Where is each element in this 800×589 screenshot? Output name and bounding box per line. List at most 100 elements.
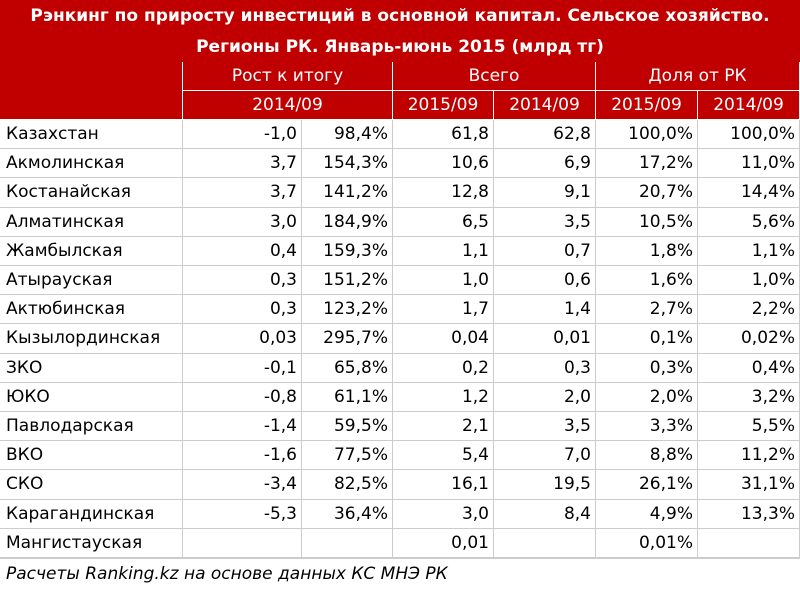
value-cell: 2,2% xyxy=(698,295,800,325)
value-cell xyxy=(698,528,800,558)
region-name: Акмолинская xyxy=(0,149,183,179)
value-cell: 2,0% xyxy=(596,382,698,412)
value-cell: 0,01% xyxy=(596,528,698,558)
group-header: Доля от РК xyxy=(596,62,800,91)
value-cell: 61,8 xyxy=(393,120,494,150)
value-cell: 100,0% xyxy=(698,120,800,150)
period-header: 2014/09 xyxy=(494,91,596,120)
value-cell: 11,0% xyxy=(698,149,800,179)
value-cell: 295,7% xyxy=(302,324,393,354)
value-cell: 1,7 xyxy=(393,295,494,325)
value-cell: 17,2% xyxy=(596,149,698,179)
value-cell: 3,2% xyxy=(698,382,800,412)
value-cell: 1,8% xyxy=(596,236,698,266)
value-cell: 5,6% xyxy=(698,207,800,237)
region-name: СКО xyxy=(0,470,183,500)
title-line: Регионы РК. Январь-июнь 2015 (млрд тг) xyxy=(0,31,800,62)
value-cell: 0,01 xyxy=(393,528,494,558)
region-name: Алматинская xyxy=(0,207,183,237)
value-cell: 3,7 xyxy=(183,178,302,208)
value-cell: 1,6% xyxy=(596,266,698,296)
value-cell: 154,3% xyxy=(302,149,393,179)
region-name: Актюбинская xyxy=(0,295,183,325)
value-cell: 20,7% xyxy=(596,178,698,208)
value-cell: 19,5 xyxy=(494,470,596,500)
value-cell: 65,8% xyxy=(302,353,393,383)
value-cell: 10,5% xyxy=(596,207,698,237)
value-cell: 12,8 xyxy=(393,178,494,208)
value-cell: -1,0 xyxy=(183,120,302,150)
value-cell: 5,5% xyxy=(698,412,800,442)
region-name: Атырауская xyxy=(0,266,183,296)
value-cell: 159,3% xyxy=(302,236,393,266)
value-cell: 3,7 xyxy=(183,149,302,179)
value-cell: 7,0 xyxy=(494,441,596,471)
value-cell: 5,4 xyxy=(393,441,494,471)
value-cell: 123,2% xyxy=(302,295,393,325)
value-cell: 6,9 xyxy=(494,149,596,179)
value-cell: 3,0 xyxy=(183,207,302,237)
region-name: Мангистауская xyxy=(0,528,183,558)
value-cell: 31,1% xyxy=(698,470,800,500)
value-cell: 1,1% xyxy=(698,236,800,266)
period-header: 2015/09 xyxy=(596,91,698,120)
value-cell: 61,1% xyxy=(302,382,393,412)
value-cell: -3,4 xyxy=(183,470,302,500)
region-name: Костанайская xyxy=(0,178,183,208)
value-cell: 0,1% xyxy=(596,324,698,354)
value-cell: 82,5% xyxy=(302,470,393,500)
title-line: Рэнкинг по приросту инвестиций в основно… xyxy=(0,0,800,31)
header-corner xyxy=(0,62,183,120)
value-cell xyxy=(302,528,393,558)
region-name: ЗКО xyxy=(0,353,183,383)
value-cell: 151,2% xyxy=(302,266,393,296)
value-cell: 14,4% xyxy=(698,178,800,208)
value-cell: -1,6 xyxy=(183,441,302,471)
value-cell: 0,2 xyxy=(393,353,494,383)
value-cell: 1,0 xyxy=(393,266,494,296)
value-cell: 0,04 xyxy=(393,324,494,354)
value-cell: 10,6 xyxy=(393,149,494,179)
region-name: Павлодарская xyxy=(0,412,183,442)
region-name: ВКО xyxy=(0,441,183,471)
value-cell: 0,3 xyxy=(494,353,596,383)
value-cell: 3,5 xyxy=(494,412,596,442)
value-cell: 0,02% xyxy=(698,324,800,354)
value-cell: 184,9% xyxy=(302,207,393,237)
region-name: Жамбылская xyxy=(0,236,183,266)
value-cell: 8,8% xyxy=(596,441,698,471)
value-cell: 8,4 xyxy=(494,499,596,529)
value-cell: 141,2% xyxy=(302,178,393,208)
value-cell: 0,6 xyxy=(494,266,596,296)
value-cell: 11,2% xyxy=(698,441,800,471)
value-cell: 4,9% xyxy=(596,499,698,529)
value-cell: 6,5 xyxy=(393,207,494,237)
value-cell: 1,4 xyxy=(494,295,596,325)
value-cell: 2,7% xyxy=(596,295,698,325)
value-cell: 0,03 xyxy=(183,324,302,354)
source-note: Расчеты Ranking.kz на основе данных КС М… xyxy=(0,558,800,589)
region-name: Карагандинская xyxy=(0,499,183,529)
group-header: Рост к итогу xyxy=(183,62,393,91)
value-cell: 98,4% xyxy=(302,120,393,150)
period-header: 2014/09 xyxy=(698,91,800,120)
value-cell: -5,3 xyxy=(183,499,302,529)
region-name: Казахстан xyxy=(0,120,183,150)
value-cell: 26,1% xyxy=(596,470,698,500)
value-cell: 2,0 xyxy=(494,382,596,412)
value-cell xyxy=(183,528,302,558)
value-cell: 3,0 xyxy=(393,499,494,529)
period-header: 2014/09 xyxy=(183,91,393,120)
region-name: Кызылординская xyxy=(0,324,183,354)
value-cell: 0,4 xyxy=(183,236,302,266)
value-cell: 0,3 xyxy=(183,295,302,325)
value-cell: 77,5% xyxy=(302,441,393,471)
value-cell: 0,01 xyxy=(494,324,596,354)
value-cell: -0,8 xyxy=(183,382,302,412)
value-cell: 1,1 xyxy=(393,236,494,266)
value-cell: 62,8 xyxy=(494,120,596,150)
value-cell: 16,1 xyxy=(393,470,494,500)
value-cell: 3,3% xyxy=(596,412,698,442)
value-cell: 1,0% xyxy=(698,266,800,296)
